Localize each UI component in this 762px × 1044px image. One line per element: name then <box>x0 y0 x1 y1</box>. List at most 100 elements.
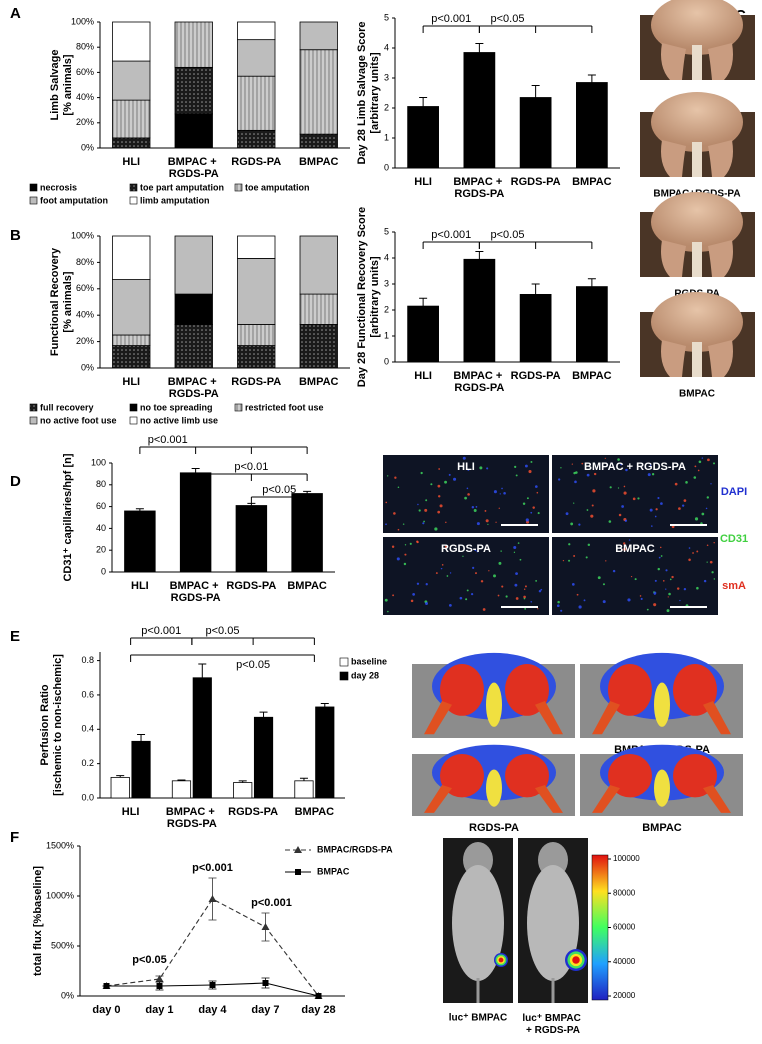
cell-dot <box>565 512 569 516</box>
cell-dot <box>418 509 421 512</box>
panel-letter: D <box>10 473 21 490</box>
cell-dot <box>425 583 428 586</box>
cell-dot <box>524 607 527 610</box>
perfusion-red <box>673 754 717 798</box>
cell-dot <box>453 477 457 481</box>
bar-segment <box>299 133 338 149</box>
cell-dot <box>654 593 656 596</box>
error-bar <box>587 278 596 287</box>
perfusion-yellow <box>654 769 670 807</box>
legend-label: no toe spreading <box>140 402 213 412</box>
cell-dot <box>444 545 448 548</box>
cell-dot <box>666 609 670 613</box>
cell-dot <box>651 473 655 476</box>
x-tick-label: HLI <box>414 176 432 188</box>
cell-dot <box>706 544 709 547</box>
mouse-leg <box>708 240 733 277</box>
cell-dot <box>628 539 631 541</box>
bar-segment <box>237 235 276 259</box>
cell-dot <box>623 491 627 495</box>
perfusion-leg <box>592 785 620 813</box>
legend-label: full recovery <box>40 402 94 412</box>
cell-dot <box>530 600 533 603</box>
bar-segment <box>174 235 213 295</box>
y-axis-label: [arbitrary units] <box>369 52 381 134</box>
cell-dot <box>397 486 400 489</box>
cell-dot <box>612 569 616 573</box>
point <box>209 982 216 988</box>
bar-segment <box>237 345 276 369</box>
x-tick-label: HLI <box>122 806 140 818</box>
x-tick-label: BMPAC + RGDS-PA <box>168 376 220 400</box>
cell-dot <box>568 559 571 562</box>
cell-dot <box>485 519 489 523</box>
image-label: HLI <box>457 461 475 473</box>
image-label: luc⁺ BMPAC + RGDS-PA <box>522 1013 583 1036</box>
label-line: BMPAC + <box>453 176 505 188</box>
bar <box>576 286 608 363</box>
image-label: BMPAC <box>615 543 655 555</box>
bar <box>171 780 192 799</box>
image-label: BMPAC <box>642 822 682 834</box>
cell-dot <box>537 512 540 515</box>
bar <box>235 505 268 573</box>
y-tick-label: 2 <box>384 304 389 314</box>
cell-dot <box>696 586 699 590</box>
cell-dot <box>576 593 579 596</box>
label-line: BMPAC + <box>453 370 505 382</box>
cell-dot <box>668 592 671 596</box>
legend-swatch <box>29 416 38 425</box>
y-tick-label: 80% <box>76 42 94 52</box>
panel-letter: A <box>10 5 21 22</box>
stain-label: CD31 <box>720 533 748 545</box>
bar <box>291 493 323 573</box>
x-tick-label: BMPAC <box>299 376 339 388</box>
annotation: p<0.001 <box>251 897 292 909</box>
cell-dot <box>473 509 477 512</box>
cell-dot <box>683 588 687 591</box>
legend-label: no active foot use <box>40 415 117 425</box>
bar-segment <box>237 39 276 77</box>
cell-dot <box>685 481 688 484</box>
mouse-leg <box>661 340 686 377</box>
bar <box>315 706 335 799</box>
x-tick-label: BMPAC <box>295 806 335 818</box>
cell-dot <box>560 609 563 612</box>
cell-dot <box>392 594 395 597</box>
cell-dot <box>467 493 470 496</box>
image-label: luc⁺ BMPAC <box>449 1013 507 1024</box>
cell-dot <box>602 583 605 586</box>
bar <box>124 510 156 573</box>
cell-dot <box>658 556 661 559</box>
cell-dot <box>441 564 444 566</box>
cell-dot <box>705 507 708 510</box>
y-tick-label: 3 <box>384 278 389 288</box>
cell-dot <box>474 549 477 552</box>
bar-segment <box>174 324 213 369</box>
cell-dot <box>536 491 539 494</box>
cell-dot <box>593 472 597 476</box>
y-tick-label: 0% <box>81 362 94 372</box>
annotation: p<0.001 <box>192 862 233 874</box>
colorbar <box>591 854 609 1001</box>
y-tick-label: 0% <box>81 142 94 152</box>
cell-dot <box>437 495 441 498</box>
cell-dot <box>385 523 387 526</box>
cell-dot <box>472 566 475 569</box>
cell-dot <box>514 465 517 468</box>
cell-dot <box>525 518 529 522</box>
cell-dot <box>424 508 428 512</box>
cell-dot <box>657 496 660 500</box>
cell-dot <box>617 458 620 461</box>
cell-dot <box>437 484 441 488</box>
label-line: RGDS-PA <box>171 592 221 604</box>
mouse-leg <box>708 43 733 80</box>
y-tick-label: 500% <box>51 940 74 950</box>
cell-dot <box>488 570 490 572</box>
significance-bracket <box>195 473 308 481</box>
legend-swatch <box>234 183 243 192</box>
cell-dot <box>497 594 500 597</box>
mouse-leg <box>661 240 686 277</box>
bar <box>179 472 212 573</box>
mouse-body <box>527 865 579 981</box>
